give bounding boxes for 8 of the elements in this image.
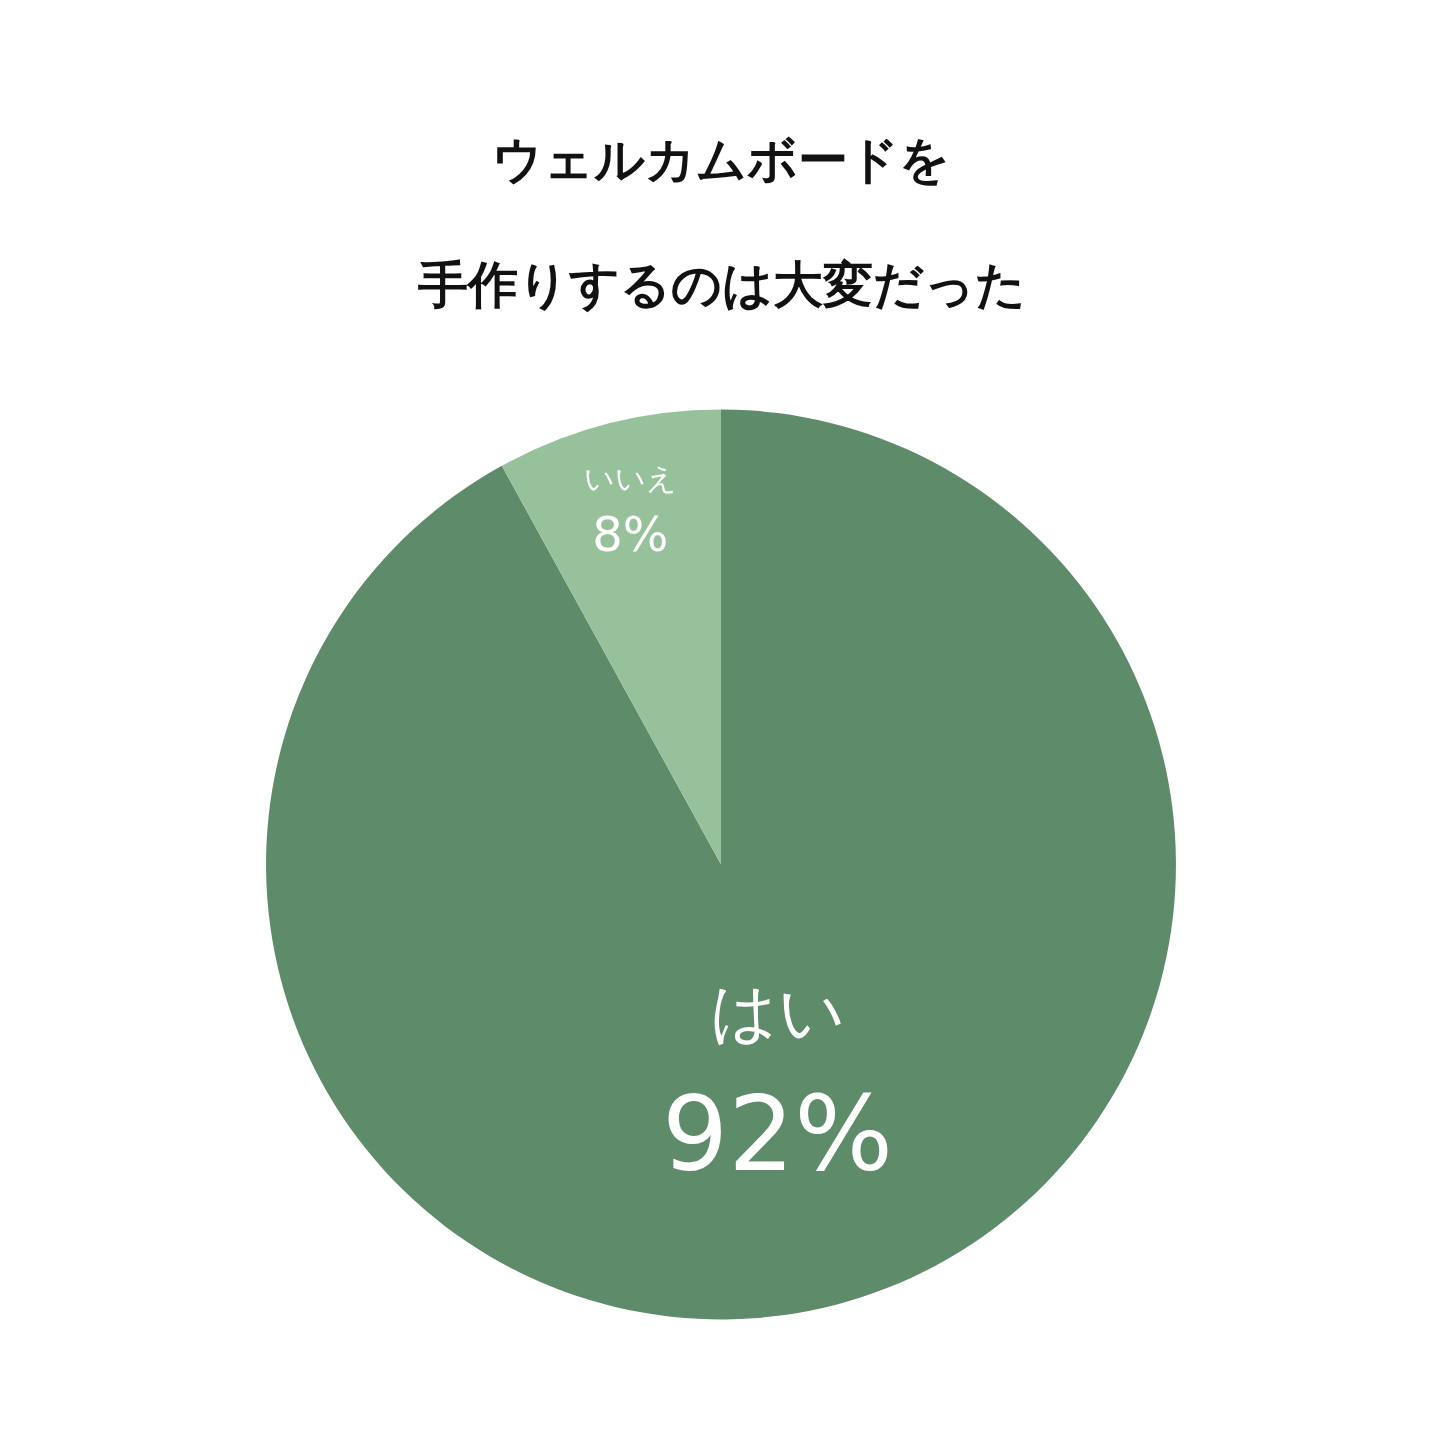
slice-label: はい	[709, 974, 846, 1052]
pie-slice	[501, 409, 721, 865]
data-label: 92%	[661, 1073, 894, 1196]
slice-label: いいえ	[583, 460, 677, 496]
chart-subtitle: 手作りするのは大変だった	[417, 256, 1026, 314]
chart-title: ウェルカムボードを	[492, 131, 950, 189]
pie-slice	[266, 409, 1176, 1319]
data-label: 8%	[592, 506, 669, 563]
